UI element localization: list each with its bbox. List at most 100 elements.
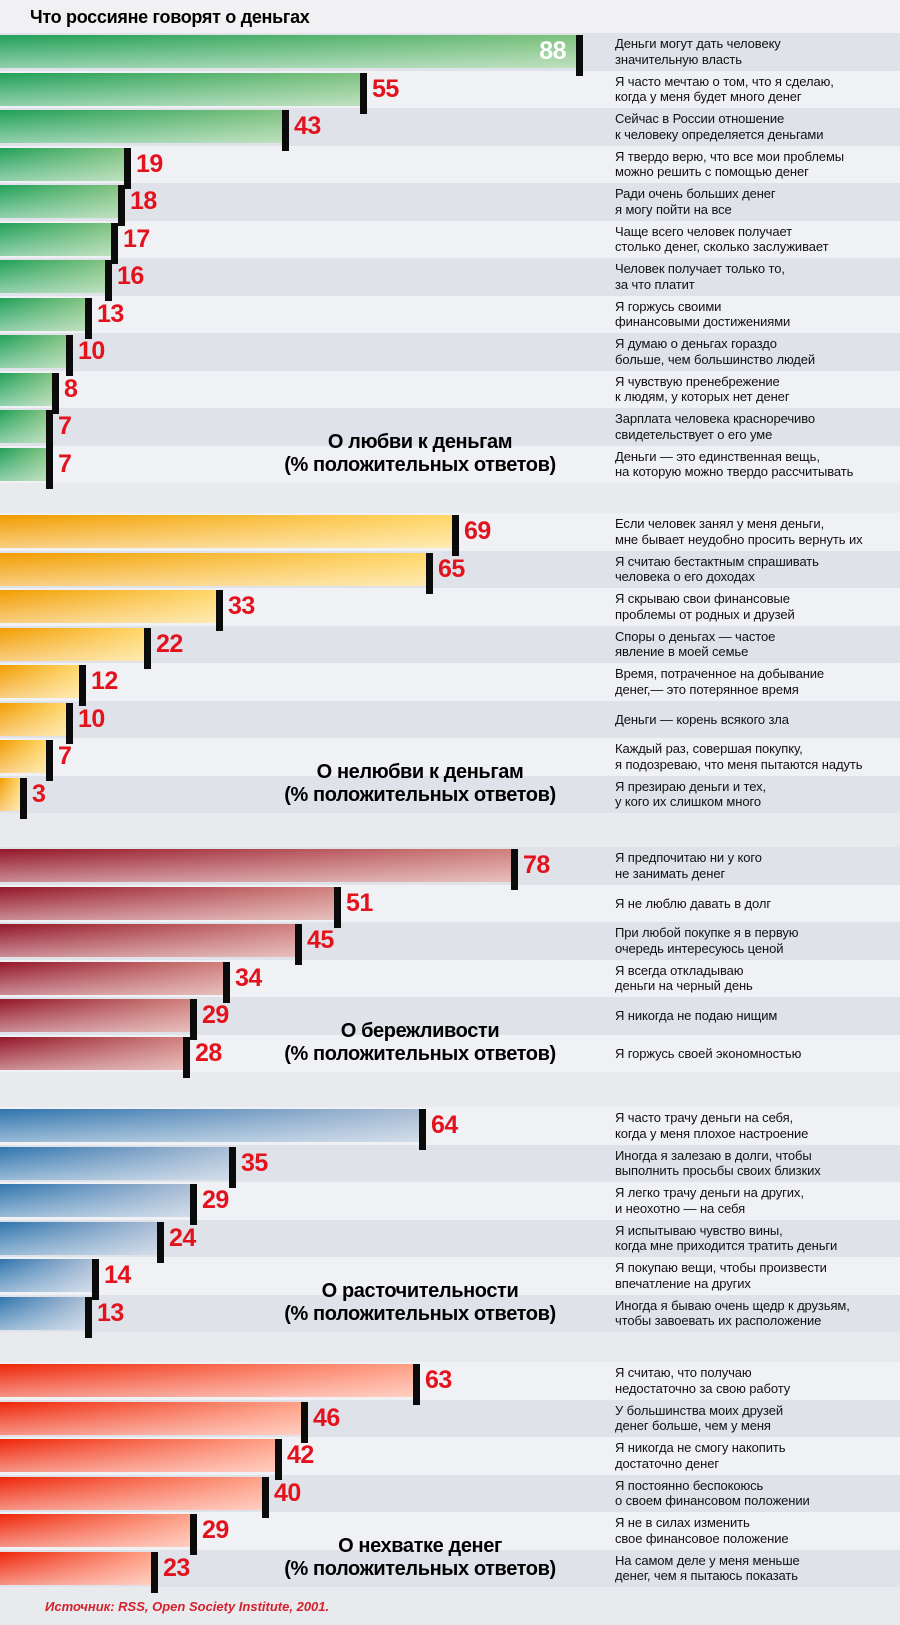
bar: [0, 1036, 183, 1070]
bar-row: 29 Я не в силах изменить свое финансовое …: [0, 1512, 900, 1555]
bar-label: Каждый раз, совершая покупку, я подозрев…: [615, 741, 863, 772]
bar-row: 55 Я часто мечтаю о том, что я сделаю, ко…: [0, 70, 900, 114]
bar-end-tick: [295, 924, 302, 965]
section-thrift: 78 Я предпочитаю ни у кого не занимать де…: [0, 847, 900, 1078]
section-title-wastefulness: О расточительности (% положительных ответ…: [255, 1280, 585, 1326]
section-title-text: О любви к деньгам: [327, 431, 513, 453]
bar: [0, 372, 52, 406]
section-title-love-of-money: О любви к деньгам (% положительных ответо…: [255, 431, 585, 477]
section-dislike-of-money: 69 Если человек занял у меня деньги, мне …: [0, 513, 900, 819]
bar-value: 7: [58, 412, 72, 440]
bar: [0, 702, 66, 736]
bar-row: 35 Иногда я залезаю в долги, чтобы выполн…: [0, 1144, 900, 1188]
bar-end-tick: [262, 1476, 269, 1518]
bar-row: 22 Споры о деньгах — частое явление в мое…: [0, 625, 900, 669]
bar-row: 28 Я горжусь своей экономностью: [0, 1034, 900, 1078]
bar-value: 29: [202, 1001, 229, 1029]
bar-value: 10: [78, 704, 105, 733]
bar-row: 17 Чаще всего человек получает столько де…: [0, 220, 900, 264]
bar: [0, 515, 452, 548]
bar-label: На самом деле у меня меньше денег, чем я…: [615, 1552, 800, 1584]
bar: [0, 335, 66, 368]
bar: [0, 552, 426, 586]
bar-label: При любой покупке я в первую очередь инт…: [615, 925, 799, 956]
bar-row: 10 Я думаю о деньгах гораздо больше, чем …: [0, 333, 900, 376]
bar-value: 55: [372, 74, 399, 103]
bar-end-tick: [511, 849, 518, 890]
bar-row: 51 Я не люблю давать в долг: [0, 884, 900, 928]
section-subtitle-text: (% положительных ответов): [284, 454, 556, 476]
bar-end-tick: [79, 665, 86, 706]
bar: [0, 665, 79, 698]
bar: [0, 627, 144, 661]
bar-row: 78 Я предпочитаю ни у кого не занимать де…: [0, 847, 900, 890]
bar-row: 63 Я считаю, что получаю недостаточно за …: [0, 1362, 900, 1405]
bar-label: Человек получает только то, за что плати…: [615, 261, 785, 292]
bar-label: Иногда я бываю очень щедр к друзьям, что…: [615, 1297, 850, 1329]
bar-value: 29: [202, 1186, 229, 1214]
bar-row: 33 Я скрываю свои финансовые проблемы от …: [0, 588, 900, 631]
bar-end-tick: [229, 1146, 236, 1188]
bar: [0, 1221, 157, 1255]
bar: [0, 35, 576, 68]
bar-label: Я скрываю свои финансовые проблемы от ро…: [615, 591, 795, 622]
bar: [0, 740, 46, 773]
bar: [0, 590, 216, 623]
bar: [0, 147, 124, 181]
bar: [0, 1551, 151, 1585]
bar-label: У большинства моих друзей денег больше, …: [615, 1402, 784, 1434]
bar-end-tick: [426, 552, 433, 594]
bar-label: Я твердо верю, что все мои проблемы можн…: [615, 148, 845, 180]
bar-value: 29: [202, 1516, 229, 1544]
bar-value: 63: [425, 1366, 452, 1394]
bar-label: Я не в силах изменить свое финансовое по…: [615, 1515, 789, 1546]
bar-row: 13 Иногда я бываю очень щедр к друзьям, ч…: [0, 1294, 900, 1338]
bar: [0, 185, 118, 218]
bar-row: 42 Я никогда не смогу накопить достаточно…: [0, 1437, 900, 1480]
bar-row: 10 Деньги — корень всякого зла: [0, 700, 900, 744]
bar-end-tick: [46, 447, 53, 489]
bar-label: Я никогда не смогу накопить достаточно д…: [615, 1440, 786, 1471]
bar-value: 16: [117, 262, 144, 290]
bar-label: Споры о деньгах — частое явление в моей …: [615, 628, 776, 660]
bar-row: 64 Я часто трачу деньги на себя, когда у …: [0, 1107, 900, 1150]
bar-value: 7: [58, 449, 72, 478]
bar-end-tick: [105, 260, 112, 301]
bar-end-tick: [151, 1551, 158, 1593]
bar-label: Ради очень больших денег я могу пойти на…: [615, 186, 776, 217]
bar: [0, 1514, 190, 1547]
bar-row: 34 Я всегда откладываю деньги на черный д…: [0, 959, 900, 1003]
bar-end-tick: [452, 515, 459, 556]
bar-end-tick: [46, 410, 53, 451]
bar-end-tick: [124, 147, 131, 189]
bar-label: Деньги могут дать человеку значительную …: [615, 36, 781, 67]
section-title-text: О расточительности: [321, 1280, 519, 1302]
bar-value: 18: [130, 187, 157, 215]
section-title-dislike-of-money: О нелюбви к деньгам (% положительных отве…: [255, 761, 585, 807]
bar-value: 88: [539, 37, 566, 65]
bar-label: Время, потраченное на добывание денег,— …: [615, 666, 825, 697]
bar: [0, 222, 111, 256]
bar-value: 19: [136, 149, 163, 178]
bar-label: Я всегда откладываю деньги на черный ден…: [615, 962, 753, 994]
bar-value: 43: [294, 112, 321, 140]
bar-end-tick: [20, 777, 27, 819]
bar-value: 13: [97, 299, 124, 328]
bar-label: Я горжусь своей экономностью: [615, 1045, 802, 1061]
bar-end-tick: [190, 1184, 197, 1225]
bar-value: 40: [274, 1478, 301, 1507]
bar-row: 3 Я презираю деньги и тех, у кого их слиш…: [0, 775, 900, 819]
bar-row: 69 Если человек занял у меня деньги, мне …: [0, 513, 900, 556]
bar-value: 14: [104, 1261, 131, 1289]
bar-value: 34: [235, 963, 262, 992]
bar-end-tick: [157, 1221, 164, 1263]
bar-value: 8: [64, 374, 78, 403]
bar: [0, 777, 20, 811]
bar: [0, 1439, 275, 1472]
bar-label: Я думаю о деньгах гораздо больше, чем бо…: [615, 336, 816, 367]
bar-label: Чаще всего человек получает столько дене…: [615, 223, 829, 255]
bar: [0, 961, 223, 995]
bar-value: 28: [195, 1038, 222, 1067]
bar-end-tick: [334, 886, 341, 928]
bar-value: 42: [287, 1441, 314, 1469]
